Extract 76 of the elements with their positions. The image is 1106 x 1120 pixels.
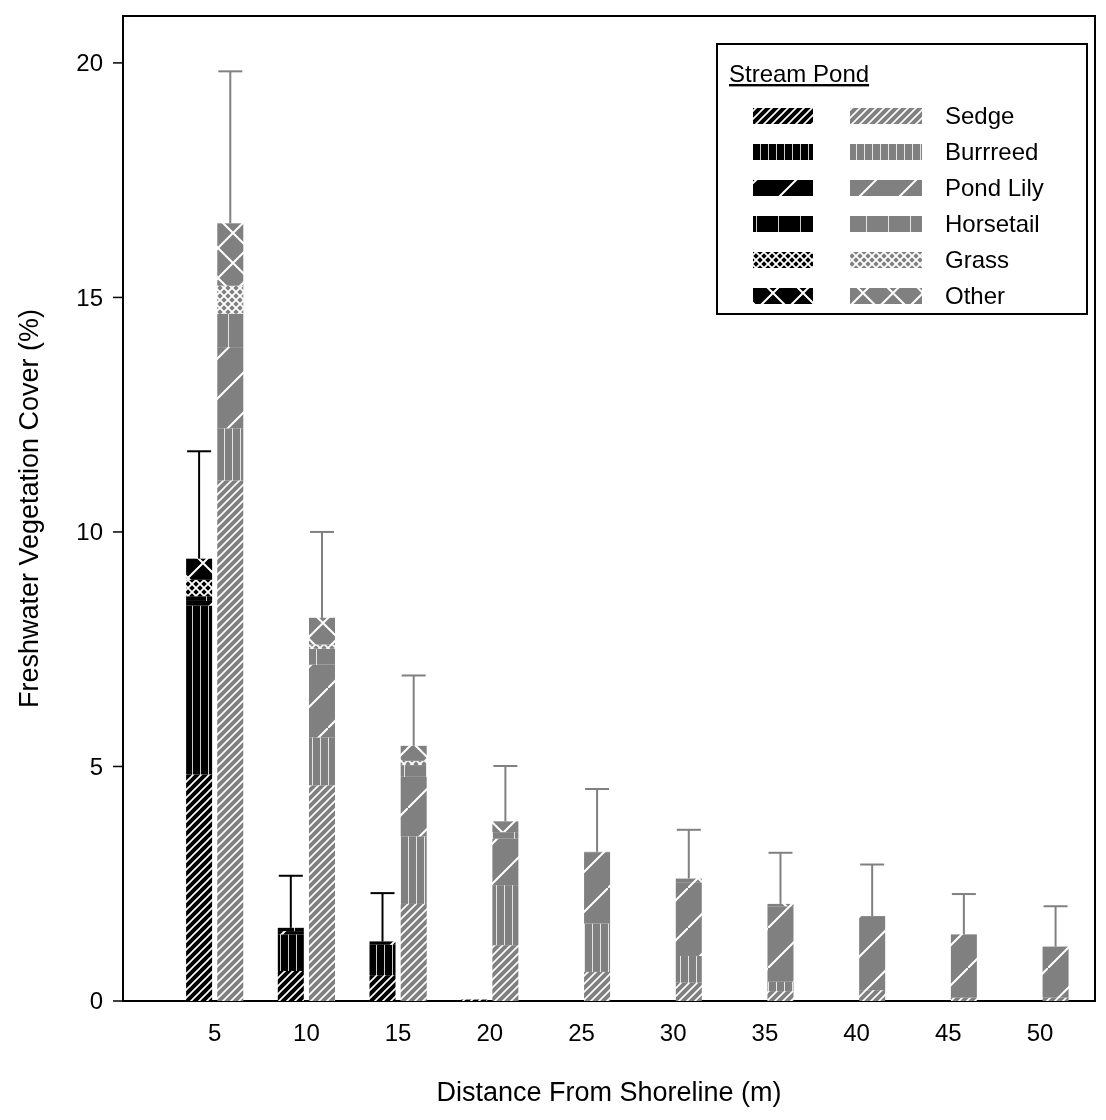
bar — [277, 970, 304, 1001]
y-tick-label: 0 — [89, 987, 103, 1015]
bar — [492, 838, 519, 886]
bar — [217, 480, 244, 1001]
x-tick-label: 50 — [1026, 1019, 1054, 1046]
legend-label: Grass — [945, 246, 1010, 274]
bar — [308, 737, 335, 786]
bar — [492, 832, 519, 839]
bar — [400, 765, 427, 777]
bar — [308, 785, 335, 1001]
y-tick-label: 15 — [76, 283, 103, 311]
bar — [584, 971, 611, 1001]
bar — [369, 975, 396, 1001]
x-tick-label: 35 — [751, 1019, 779, 1046]
x-tick-label: 20 — [476, 1019, 504, 1046]
bar — [217, 313, 244, 348]
bar — [584, 852, 611, 924]
x-tick-label: 10 — [293, 1019, 320, 1046]
x-tick-label: 25 — [568, 1019, 595, 1046]
x-tick-label: 15 — [384, 1019, 412, 1046]
bar — [492, 945, 519, 1001]
bar — [767, 981, 794, 992]
bar — [308, 617, 335, 645]
bar — [675, 955, 702, 983]
legend-title: Stream Pond — [729, 60, 870, 87]
bar — [217, 223, 244, 286]
bar — [675, 982, 702, 1001]
bar — [767, 906, 794, 982]
bar — [186, 558, 213, 580]
bar — [675, 878, 702, 883]
bar — [767, 991, 794, 1001]
bar — [277, 931, 304, 935]
legend-label: Pond Lily — [945, 174, 1044, 202]
bar — [1042, 997, 1069, 1001]
y-tick-label: 20 — [76, 49, 103, 77]
x-axis-title: Distance From Shoreline (m) — [436, 1077, 782, 1107]
bar — [859, 916, 886, 991]
bar — [400, 760, 427, 766]
bar — [584, 923, 611, 972]
bar — [277, 927, 304, 932]
y-axis-title: Freshwater Vegetation Cover (%) — [14, 308, 44, 709]
bar — [492, 821, 519, 833]
bar — [186, 600, 213, 606]
bar — [675, 882, 702, 956]
bar — [186, 579, 213, 597]
bar — [400, 745, 427, 761]
bar — [400, 776, 427, 837]
bar — [308, 648, 335, 665]
bar — [369, 941, 396, 945]
bar — [277, 934, 304, 971]
bar — [369, 944, 396, 976]
x-tick-label: 45 — [934, 1019, 962, 1046]
x-tick-label: 30 — [659, 1019, 687, 1046]
bar — [1042, 946, 1069, 998]
bar — [400, 903, 427, 1001]
bar — [950, 934, 977, 998]
bar — [308, 664, 335, 738]
bar — [308, 644, 335, 649]
bar — [400, 836, 427, 904]
legend-label: Other — [945, 282, 1006, 310]
bar — [492, 885, 519, 946]
bar — [186, 596, 213, 601]
y-tick-label: 10 — [76, 518, 103, 546]
y-tick-label: 5 — [89, 752, 103, 780]
bar — [217, 428, 244, 481]
bar — [186, 774, 213, 1001]
legend-label: Horsetail — [945, 210, 1040, 238]
bar — [186, 605, 213, 775]
bar — [859, 990, 886, 1001]
bar — [950, 997, 977, 1001]
bar — [217, 285, 244, 314]
x-tick-label: 40 — [843, 1019, 870, 1046]
x-tick-label: 5 — [208, 1019, 222, 1046]
legend-label: Sedge — [945, 102, 1015, 130]
legend-label: Burrreed — [945, 138, 1039, 166]
bar — [217, 347, 244, 429]
